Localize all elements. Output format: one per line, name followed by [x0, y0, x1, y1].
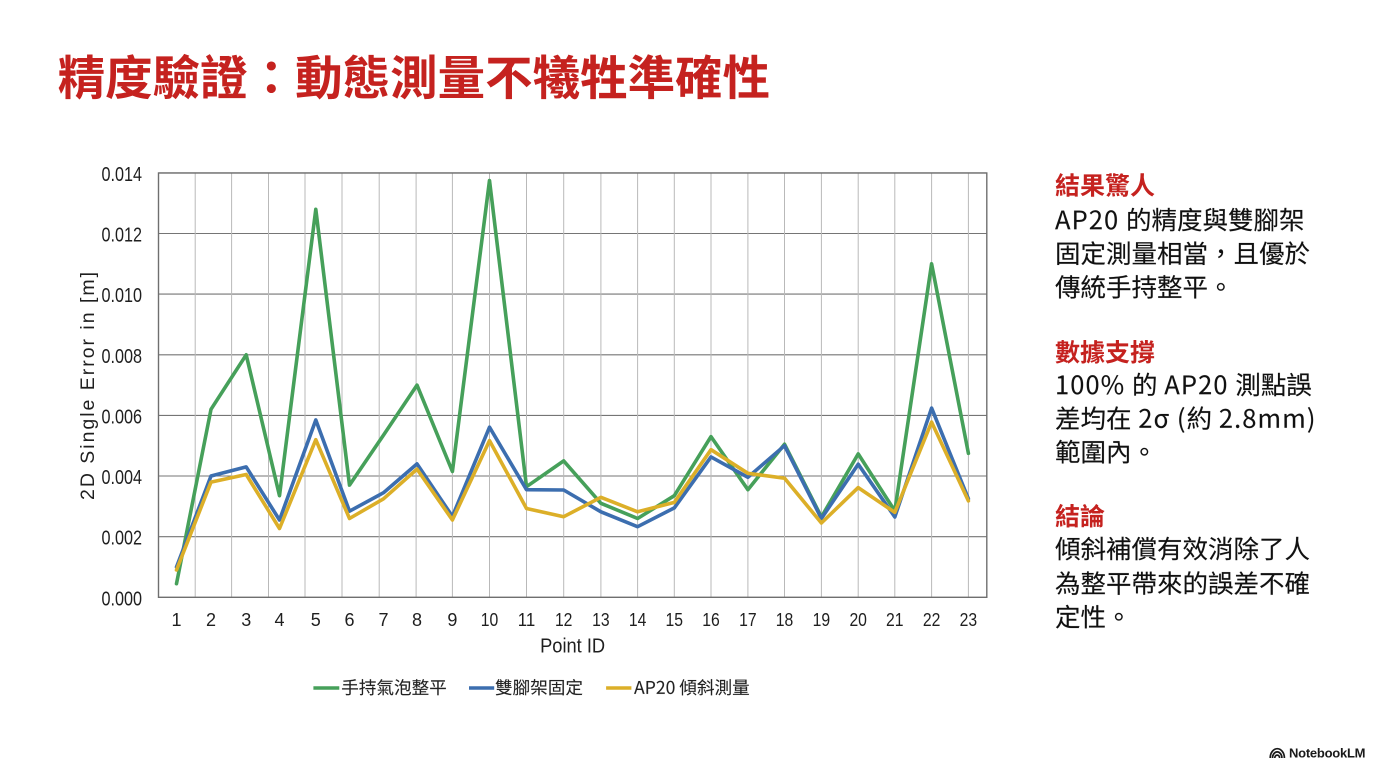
svg-text:8: 8	[412, 610, 422, 630]
svg-text:0.006: 0.006	[102, 406, 143, 428]
svg-text:Point ID: Point ID	[540, 635, 605, 658]
svg-text:NotebookLM: NotebookLM	[1289, 746, 1366, 761]
svg-text:6: 6	[344, 610, 354, 630]
svg-text:11: 11	[518, 610, 536, 630]
svg-text:12: 12	[555, 610, 573, 630]
svg-text:0.002: 0.002	[102, 528, 143, 550]
svg-text:10: 10	[481, 610, 499, 630]
svg-text:5: 5	[311, 610, 321, 630]
svg-text:0.000: 0.000	[102, 588, 143, 610]
svg-text:22: 22	[923, 610, 941, 630]
svg-text:7: 7	[378, 610, 388, 630]
svg-text:16: 16	[702, 610, 720, 630]
svg-text:0.004: 0.004	[102, 467, 143, 489]
svg-text:4: 4	[274, 610, 284, 630]
svg-text:0.010: 0.010	[102, 285, 143, 307]
svg-text:18: 18	[776, 610, 794, 630]
svg-text:19: 19	[813, 610, 831, 630]
svg-text:0.008: 0.008	[102, 346, 143, 368]
svg-text:13: 13	[592, 610, 610, 630]
svg-text:2D Single Error in [m]: 2D Single Error in [m]	[77, 272, 99, 500]
svg-text:17: 17	[739, 610, 757, 630]
svg-text:15: 15	[666, 610, 684, 630]
svg-text:23: 23	[960, 610, 978, 630]
svg-text:1: 1	[171, 610, 181, 630]
svg-text:20: 20	[849, 610, 867, 630]
svg-text:14: 14	[629, 610, 647, 630]
svg-text:0.014: 0.014	[102, 164, 143, 186]
svg-text:21: 21	[886, 610, 904, 630]
svg-text:0.012: 0.012	[102, 225, 143, 247]
svg-text:9: 9	[447, 610, 457, 630]
svg-text:3: 3	[241, 610, 251, 630]
svg-text:2: 2	[206, 610, 216, 630]
